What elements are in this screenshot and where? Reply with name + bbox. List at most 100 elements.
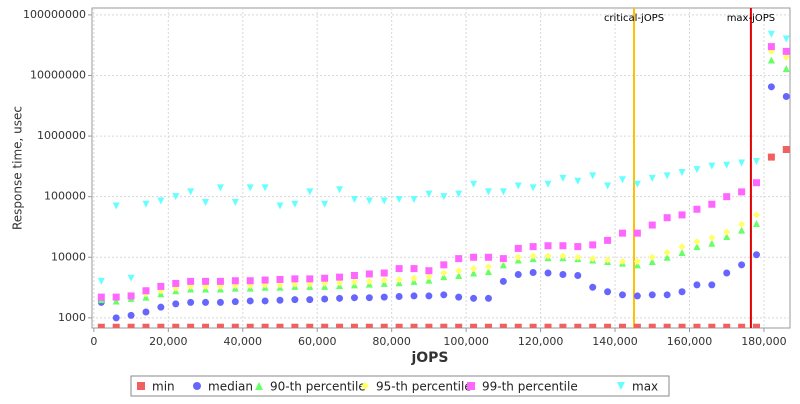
marker: [767, 56, 775, 64]
marker: [648, 323, 656, 328]
legend-label: 90-th percentile: [270, 380, 366, 394]
marker: [291, 296, 299, 304]
marker: [276, 281, 284, 289]
annotations: critical-jOPS max-jOPS: [604, 8, 775, 328]
marker: [350, 195, 358, 203]
marker: [455, 272, 463, 280]
marker: [395, 195, 403, 203]
marker: [470, 269, 478, 277]
marker: [97, 293, 105, 301]
marker: [350, 272, 358, 280]
marker: [410, 274, 418, 282]
marker: [678, 169, 686, 177]
marker: [246, 323, 254, 328]
marker: [589, 172, 597, 180]
marker: [276, 202, 284, 210]
marker: [380, 293, 388, 301]
marker: [678, 211, 686, 219]
marker: [574, 243, 582, 251]
marker: [216, 298, 224, 306]
axes: 1000 10000 100000 1000000 10000000 100000000 0…: [23, 8, 787, 348]
marker: [276, 323, 284, 328]
marker: [440, 269, 448, 277]
x-tick-label: 80,000: [372, 335, 411, 348]
marker: [202, 199, 210, 207]
marker: [529, 323, 537, 328]
marker: [693, 205, 701, 213]
marker: [499, 255, 507, 263]
x-tick-label: 0: [90, 335, 97, 348]
marker: [484, 253, 492, 261]
marker: [365, 294, 373, 302]
marker: [306, 296, 314, 304]
marker: [618, 258, 626, 266]
marker: [514, 244, 522, 252]
marker: [172, 279, 180, 287]
marker: [142, 287, 150, 295]
marker: [231, 323, 239, 328]
marker: [693, 323, 701, 328]
marker: [216, 184, 224, 192]
marker: [455, 293, 463, 301]
marker: [752, 158, 760, 166]
marker: [336, 186, 344, 194]
legend-marker: [617, 382, 625, 390]
marker: [157, 282, 165, 290]
marker: [291, 323, 299, 328]
x-tick-label: 100,000: [443, 335, 489, 348]
marker: [618, 229, 626, 237]
marker: [514, 323, 522, 328]
marker: [708, 281, 716, 289]
y-tick-label: 10000: [51, 250, 86, 263]
marker: [663, 248, 671, 256]
marker: [231, 298, 239, 306]
marker: [678, 243, 686, 251]
marker: [574, 177, 582, 185]
marker: [321, 295, 329, 303]
marker: [336, 294, 344, 302]
marker: [365, 277, 373, 285]
marker: [559, 174, 567, 182]
marker: [425, 267, 433, 275]
marker: [559, 242, 567, 250]
marker: [499, 277, 507, 285]
marker: [440, 291, 448, 299]
x-tick-label: 60,000: [298, 335, 337, 348]
marker: [633, 229, 641, 237]
marker: [723, 269, 731, 277]
marker: [276, 296, 284, 304]
marker: [410, 292, 418, 300]
marker: [127, 292, 135, 300]
marker: [723, 161, 731, 169]
marker: [276, 275, 284, 283]
marker: [321, 323, 329, 328]
legend-marker: [255, 382, 263, 390]
legend-marker: [193, 382, 201, 390]
marker: [678, 323, 686, 328]
marker: [708, 323, 716, 328]
marker: [708, 239, 716, 247]
marker: [306, 323, 314, 328]
marker: [291, 280, 299, 288]
marker: [529, 243, 537, 251]
marker: [738, 159, 746, 167]
marker: [782, 47, 790, 55]
marker: [663, 291, 671, 299]
marker: [112, 202, 120, 210]
marker: [574, 253, 582, 261]
marker: [410, 265, 418, 273]
marker: [574, 323, 582, 328]
marker: [484, 268, 492, 276]
marker: [172, 300, 180, 308]
marker: [693, 166, 701, 174]
marker: [112, 314, 120, 322]
marker: [589, 241, 597, 249]
marker: [544, 323, 552, 328]
marker: [693, 238, 701, 246]
marker: [782, 93, 790, 101]
marker: [425, 276, 433, 284]
marker: [246, 277, 254, 285]
marker: [112, 323, 120, 328]
marker: [142, 308, 150, 316]
